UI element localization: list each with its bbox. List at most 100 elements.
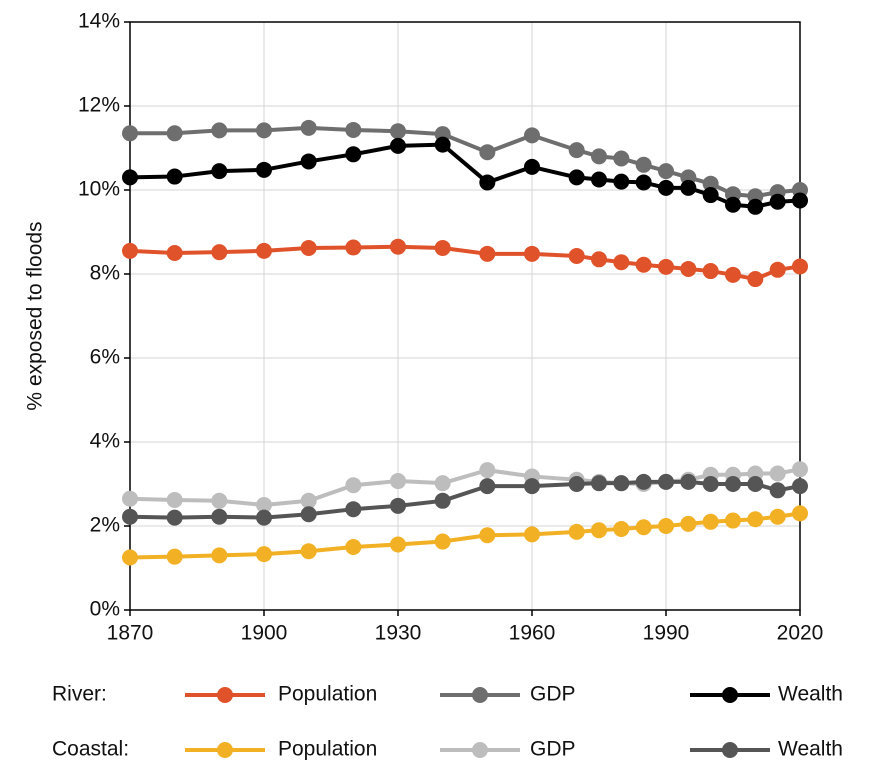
data-point	[434, 533, 451, 550]
data-point	[613, 173, 630, 190]
data-point	[725, 196, 741, 213]
data-point	[479, 144, 496, 161]
data-point	[769, 193, 786, 210]
data-point	[345, 239, 362, 256]
data-point	[524, 158, 540, 175]
data-point	[166, 548, 183, 565]
legend-label: Wealth	[778, 738, 843, 761]
data-point	[122, 169, 138, 186]
data-point	[658, 179, 674, 196]
data-point	[769, 482, 786, 499]
data-point	[792, 258, 808, 275]
legend-label: Population	[278, 738, 377, 761]
data-point	[345, 501, 362, 518]
data-point	[122, 490, 138, 507]
data-point	[300, 239, 317, 256]
data-point	[524, 127, 540, 144]
data-point	[211, 163, 228, 180]
data-point	[635, 473, 652, 490]
data-point	[300, 153, 317, 170]
y-tick-label: 12%	[78, 94, 120, 117]
data-point	[166, 168, 183, 185]
data-point	[390, 473, 406, 490]
data-point	[211, 508, 228, 525]
data-point	[702, 263, 719, 280]
data-point	[211, 244, 228, 261]
y-tick-label: 8%	[90, 262, 120, 285]
series-line	[129, 467, 801, 507]
data-point	[613, 254, 630, 271]
data-point	[390, 238, 406, 255]
data-point	[769, 261, 786, 278]
data-point	[524, 245, 540, 262]
data-point	[635, 174, 652, 191]
data-point	[345, 146, 362, 163]
data-point	[613, 475, 630, 492]
x-tick-label: 1930	[375, 622, 422, 645]
y-tick-label: 14%	[78, 10, 120, 33]
data-point	[211, 122, 228, 139]
data-point	[256, 242, 272, 259]
data-point	[568, 142, 585, 159]
data-point	[524, 478, 540, 495]
data-point	[300, 506, 317, 523]
data-point	[658, 518, 674, 534]
data-point	[256, 497, 272, 513]
data-point	[256, 161, 272, 178]
legend-label: GDP	[530, 738, 576, 761]
data-point	[390, 536, 406, 553]
data-point	[345, 477, 362, 494]
series-line	[129, 479, 801, 520]
series-line	[129, 142, 801, 209]
data-point	[568, 523, 585, 540]
data-point	[479, 174, 496, 191]
legend-swatch-dot	[217, 687, 233, 703]
legend-swatch-dot	[472, 742, 488, 758]
data-point	[479, 478, 496, 495]
plot-frame	[129, 21, 801, 611]
legend-swatch-dot	[472, 687, 488, 703]
data-point	[434, 239, 451, 256]
legend-group-label: River:	[52, 683, 107, 706]
data-point	[434, 475, 451, 492]
data-point	[479, 245, 496, 262]
data-point	[122, 508, 138, 525]
y-tick-label: 0%	[90, 598, 120, 621]
data-point	[635, 156, 652, 173]
data-point	[568, 247, 585, 264]
legend-label: GDP	[530, 683, 576, 706]
data-point	[568, 476, 585, 492]
data-point	[658, 258, 674, 275]
data-point	[479, 527, 496, 544]
data-point	[747, 476, 764, 492]
data-point	[792, 478, 808, 495]
data-point	[166, 509, 183, 526]
data-point	[747, 271, 764, 288]
series-line	[129, 511, 801, 560]
data-point	[702, 175, 719, 192]
data-point	[345, 539, 362, 555]
x-tick-label: 1870	[107, 622, 154, 645]
data-point	[211, 547, 228, 564]
data-point	[680, 473, 697, 490]
legend-label: Population	[278, 683, 377, 706]
data-point	[591, 148, 607, 165]
data-point	[613, 150, 630, 167]
y-tick-label: 4%	[90, 430, 120, 453]
data-point	[591, 475, 607, 492]
data-point	[524, 526, 540, 543]
y-tick-label: 6%	[90, 346, 120, 369]
x-tick-label: 1960	[509, 622, 556, 645]
data-point	[613, 520, 630, 537]
data-point	[702, 476, 719, 492]
data-point	[390, 123, 406, 140]
data-point	[434, 492, 451, 509]
data-point	[568, 169, 585, 186]
y-tick-label: 10%	[78, 178, 120, 201]
data-point	[300, 119, 317, 136]
data-point	[658, 163, 674, 180]
data-point	[635, 256, 652, 273]
data-point	[702, 513, 719, 530]
data-point	[635, 519, 652, 536]
x-tick-label: 2020	[777, 622, 824, 645]
